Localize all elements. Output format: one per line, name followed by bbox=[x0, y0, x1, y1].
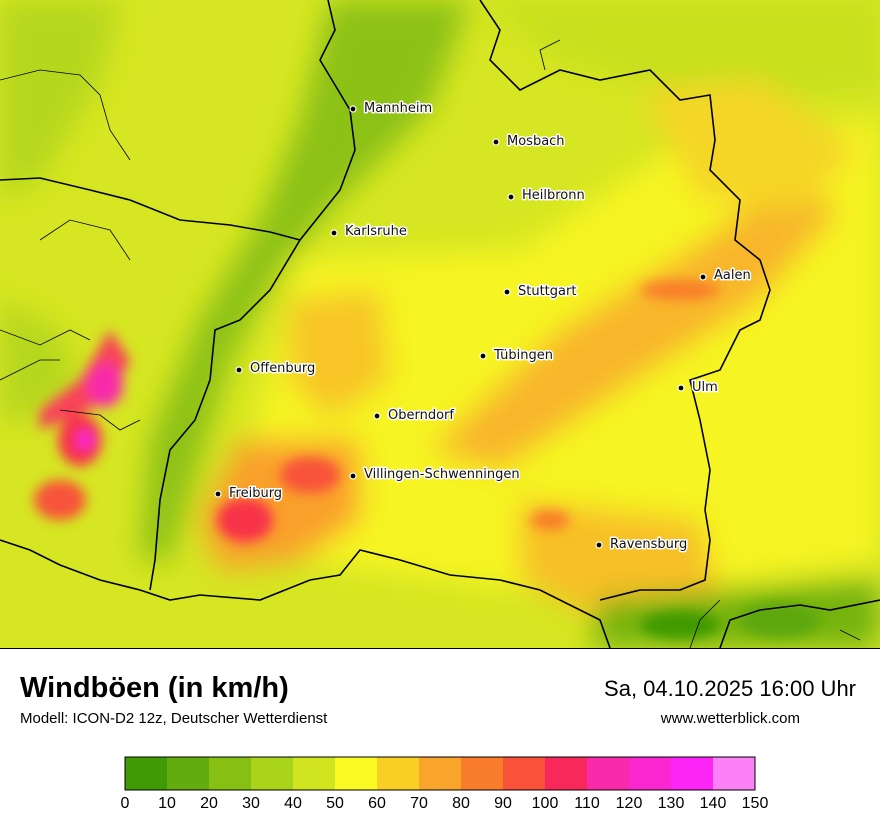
city-markers: Mannheim Mosbach Heilbronn Karlsruhe Aal… bbox=[214, 100, 752, 554]
legend-tick-label: 40 bbox=[284, 795, 302, 812]
city-label: Stuttgart bbox=[518, 284, 576, 299]
city-label: Villingen-Schwenningen bbox=[364, 467, 520, 482]
city-label: Ulm bbox=[692, 380, 718, 395]
city-label: Aalen bbox=[714, 268, 751, 283]
city-label: Offenburg bbox=[250, 361, 315, 376]
legend-swatch bbox=[293, 757, 335, 790]
legend-swatch bbox=[167, 757, 209, 790]
city-ulm: Ulm bbox=[677, 379, 719, 397]
model-info: Modell: ICON-D2 12z, Deutscher Wetterdie… bbox=[20, 710, 328, 727]
city-dot bbox=[330, 229, 338, 237]
city-dot bbox=[235, 366, 243, 374]
city-label: Heilbronn bbox=[522, 188, 585, 203]
legend-swatch bbox=[503, 757, 545, 790]
city-dot bbox=[492, 138, 500, 146]
legend-swatch bbox=[377, 757, 419, 790]
city-dot bbox=[349, 105, 357, 113]
city-oberndorf: Oberndorf bbox=[373, 407, 456, 425]
legend-swatch bbox=[125, 757, 167, 790]
legend-tick-label: 100 bbox=[531, 795, 559, 812]
legend-tick-label: 50 bbox=[326, 795, 344, 812]
legend-tick-label: 110 bbox=[574, 795, 600, 812]
legend-swatch bbox=[209, 757, 251, 790]
map-canvas: Mannheim Mosbach Heilbronn Karlsruhe Aal… bbox=[0, 0, 880, 648]
city-villingen-schwenningen: Villingen-Schwenningen bbox=[349, 466, 521, 484]
city-stuttgart: Stuttgart bbox=[503, 283, 578, 301]
city-label: Karlsruhe bbox=[345, 224, 407, 239]
legend-tick-label: 10 bbox=[158, 795, 176, 812]
city-dot bbox=[349, 472, 357, 480]
city-label: Oberndorf bbox=[388, 408, 454, 423]
legend-swatch bbox=[419, 757, 461, 790]
city-dot bbox=[507, 193, 515, 201]
city-dot bbox=[699, 273, 707, 281]
legend-tick-label: 0 bbox=[120, 795, 130, 812]
legend-tick-label: 120 bbox=[615, 795, 643, 812]
city-dot bbox=[503, 288, 511, 296]
city-heilbronn: Heilbronn bbox=[507, 187, 586, 205]
city-freiburg: Freiburg bbox=[214, 485, 284, 503]
map-title: Windböen (in km/h) bbox=[20, 672, 289, 704]
legend-swatch bbox=[671, 757, 713, 790]
legend-tick-label: 150 bbox=[741, 795, 769, 812]
district-borders bbox=[0, 39, 861, 648]
wind-peaks bbox=[34, 280, 820, 639]
legend-swatch bbox=[629, 757, 671, 790]
legend-swatch bbox=[587, 757, 629, 790]
legend-tick-label: 80 bbox=[452, 795, 470, 812]
website-credit: www.wetterblick.com bbox=[660, 710, 800, 727]
city-label: Ravensburg bbox=[610, 537, 687, 552]
city-tuebingen: Tübingen bbox=[479, 347, 555, 365]
state-borders bbox=[0, 0, 880, 648]
city-label: Tübingen bbox=[493, 348, 553, 363]
legend-swatch bbox=[251, 757, 293, 790]
city-dot bbox=[214, 490, 222, 498]
city-dot bbox=[373, 412, 381, 420]
city-karlsruhe: Karlsruhe bbox=[330, 223, 408, 241]
city-dot bbox=[479, 352, 487, 360]
city-aalen: Aalen bbox=[699, 267, 752, 285]
legend-tick-label: 130 bbox=[657, 795, 685, 812]
city-label: Mosbach bbox=[507, 134, 565, 149]
legend-tick-label: 90 bbox=[494, 795, 512, 812]
legend-tick-label: 70 bbox=[410, 795, 428, 812]
city-label: Freiburg bbox=[229, 486, 282, 501]
color-legend bbox=[0, 750, 880, 830]
legend-swatch bbox=[545, 757, 587, 790]
city-dot bbox=[595, 541, 603, 549]
city-offenburg: Offenburg bbox=[235, 360, 317, 378]
wind-gust-map: Mannheim Mosbach Heilbronn Karlsruhe Aal… bbox=[0, 0, 880, 649]
city-label: Mannheim bbox=[364, 101, 432, 116]
city-mannheim: Mannheim bbox=[349, 100, 434, 118]
legend-tick-label: 140 bbox=[699, 795, 727, 812]
legend-swatch bbox=[335, 757, 377, 790]
legend-bar bbox=[124, 756, 756, 791]
legend-tick-label: 30 bbox=[242, 795, 260, 812]
legend-tick-label: 20 bbox=[200, 795, 218, 812]
legend-tick-label: 60 bbox=[368, 795, 386, 812]
city-dot bbox=[677, 384, 685, 392]
city-ravensburg: Ravensburg bbox=[595, 536, 689, 554]
legend-swatch bbox=[461, 757, 503, 790]
city-mosbach: Mosbach bbox=[492, 133, 566, 151]
legend-swatch bbox=[713, 757, 755, 790]
forecast-datetime: Sa, 04.10.2025 16:00 Uhr bbox=[604, 676, 856, 701]
